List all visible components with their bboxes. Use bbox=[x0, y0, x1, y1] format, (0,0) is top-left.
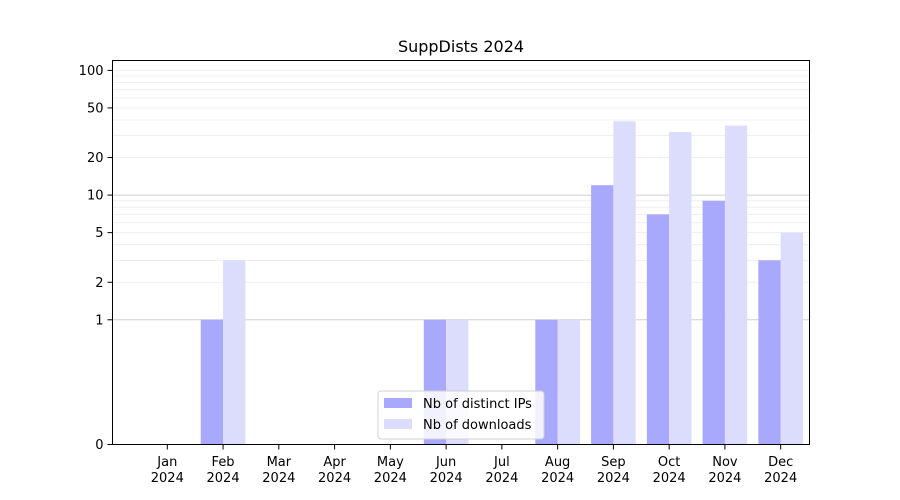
x-tick-label-month: Oct bbox=[658, 455, 680, 470]
x-tick-label-month: Feb bbox=[212, 455, 235, 470]
y-tick-label: 0 bbox=[95, 438, 103, 453]
x-tick-label-month: Mar bbox=[267, 455, 292, 470]
x-tick-label-year: 2024 bbox=[764, 471, 797, 486]
legend-label-distinct-ips: Nb of distinct IPs bbox=[423, 397, 532, 412]
bar-downloads-sep bbox=[613, 121, 636, 445]
x-tick-label-year: 2024 bbox=[151, 471, 184, 486]
y-axis: 0 1 2 5 10 20 50 100 bbox=[79, 64, 113, 453]
legend-swatch-distinct-ips bbox=[384, 398, 412, 408]
bar-distinct-ips-feb bbox=[200, 319, 224, 445]
bar-distinct-ips-oct bbox=[646, 214, 670, 445]
bar-distinct-ips-nov bbox=[702, 200, 725, 445]
x-tick-label-year: 2024 bbox=[262, 471, 295, 486]
bar-distinct-ips-dec bbox=[758, 260, 781, 445]
x-tick-label-month: Jan bbox=[156, 455, 177, 470]
bar-downloads-dec bbox=[780, 232, 803, 445]
bar-downloads-nov bbox=[724, 125, 748, 445]
x-tick-label-month: Apr bbox=[323, 455, 346, 470]
bars bbox=[200, 121, 803, 445]
legend-swatch-downloads bbox=[384, 419, 412, 429]
y-tick-label: 1 bbox=[95, 313, 103, 328]
bar-distinct-ips-sep bbox=[591, 185, 614, 445]
x-tick-label-year: 2024 bbox=[207, 471, 240, 486]
y-tick-label: 2 bbox=[95, 276, 103, 291]
bar-downloads-aug bbox=[557, 319, 580, 445]
x-tick-label-year: 2024 bbox=[597, 471, 630, 486]
x-tick-label-month: Sep bbox=[601, 455, 626, 470]
y-tick-label: 10 bbox=[87, 189, 104, 204]
x-tick-label-year: 2024 bbox=[541, 471, 574, 486]
x-tick-label-month: May bbox=[377, 455, 404, 470]
x-tick-label-month: Aug bbox=[545, 455, 570, 470]
x-tick-label-year: 2024 bbox=[318, 471, 351, 486]
legend-box bbox=[377, 390, 545, 440]
x-axis: Jan2024Feb2024Mar2024Apr2024May2024Jun20… bbox=[151, 444, 797, 486]
y-tick-label: 100 bbox=[79, 64, 104, 79]
legend-label-downloads: Nb of downloads bbox=[423, 418, 532, 433]
y-tick-label: 20 bbox=[87, 151, 104, 166]
x-tick-label-month: Jul bbox=[493, 455, 510, 470]
x-tick-label-year: 2024 bbox=[653, 471, 686, 486]
x-tick-label-month: Dec bbox=[768, 455, 793, 470]
plot-frame bbox=[112, 60, 810, 445]
chart-title: SuppDists 2024 bbox=[398, 37, 524, 56]
y-tick-label: 50 bbox=[87, 101, 104, 116]
x-tick-label-month: Nov bbox=[712, 455, 738, 470]
x-tick-label-year: 2024 bbox=[708, 471, 741, 486]
legend: Nb of distinct IPs Nb of downloads bbox=[377, 390, 545, 440]
bar-downloads-feb bbox=[223, 260, 246, 445]
x-tick-label-month: Jun bbox=[435, 455, 456, 470]
x-tick-label-year: 2024 bbox=[374, 471, 407, 486]
bar-downloads-oct bbox=[669, 132, 692, 445]
x-tick-label-year: 2024 bbox=[485, 471, 518, 486]
y-tick-label: 5 bbox=[95, 226, 103, 241]
x-tick-label-year: 2024 bbox=[430, 471, 463, 486]
